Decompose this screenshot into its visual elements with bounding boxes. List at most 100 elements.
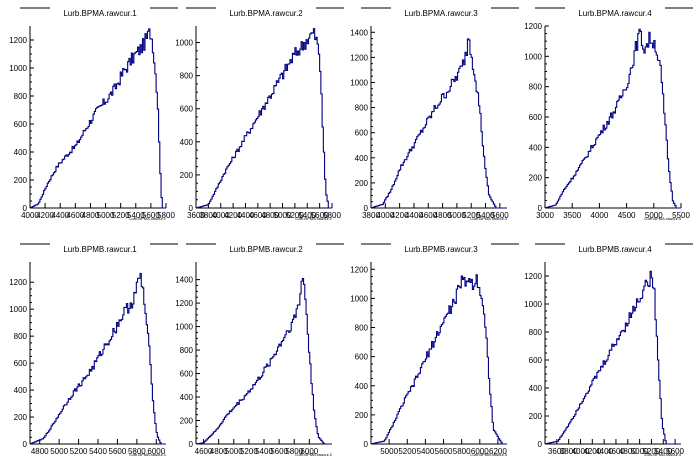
y-tick-label: 400 (355, 382, 369, 391)
panel-title: Lurb.BPMB.rawcur.2 (229, 245, 303, 254)
x-tick-label: 4200 (583, 447, 601, 456)
panel-title: Lurb.BPMA.rawcur.1 (63, 9, 137, 18)
y-tick-label: 1200 (9, 278, 27, 287)
y-tick-label: 400 (14, 148, 28, 157)
y-tick-label: 200 (180, 417, 194, 426)
panel-title: Lurb.BPMA.rawcur.4 (578, 9, 652, 18)
x-tick-label: 5400 (127, 211, 145, 220)
y-tick-label: 400 (355, 154, 369, 163)
histogram-series (29, 272, 166, 445)
x-axis-label: Lurb.BPMB.rawcur.3 (470, 452, 507, 457)
x-tick-label: 4600 (607, 447, 625, 456)
x-tick-label: 5800 (453, 447, 471, 456)
x-tick-label: 4800 (82, 211, 100, 220)
x-tick-label: 5800 (128, 447, 146, 456)
x-tick-label: 5000 (225, 447, 243, 456)
x-tick-label: 5600 (142, 211, 160, 220)
y-tick-label: 1400 (175, 276, 193, 285)
y-tick-label: 1000 (175, 323, 193, 332)
panel-title: Lurb.BPMA.rawcur.2 (229, 9, 303, 18)
y-tick-label: 1000 (350, 78, 368, 87)
y-tick-label: 800 (180, 72, 194, 81)
x-tick-label: 4200 (36, 211, 54, 220)
histogram-series (370, 274, 507, 445)
x-tick-label: 3600 (548, 447, 566, 456)
x-axis-label: Lurb.BPMA.rawcur.1 (129, 216, 166, 221)
x-tick-label: 3800 (560, 447, 578, 456)
y-tick-label: 1200 (9, 36, 27, 45)
y-tick-label: 800 (180, 346, 194, 355)
x-tick-label: 3600 (187, 211, 205, 220)
panel-title: Lurb.BPMB.rawcur.3 (404, 245, 478, 254)
y-tick-label: 1000 (9, 305, 27, 314)
x-tick-label: 4500 (618, 211, 636, 220)
x-tick-label: 5400 (89, 447, 107, 456)
x-tick-label: 5200 (70, 447, 88, 456)
x-tick-label: 6000 (300, 447, 318, 456)
y-tick-label: 800 (355, 104, 369, 113)
x-tick-label: 4600 (195, 447, 213, 456)
y-tick-label: 200 (14, 413, 28, 422)
y-tick-label: 400 (529, 384, 543, 393)
y-tick-label: 200 (14, 176, 28, 185)
y-tick-label: 800 (529, 328, 543, 337)
x-tick-label: 5800 (323, 211, 341, 220)
y-tick-label: 400 (14, 386, 28, 395)
histogram-panel: Lurb.BPMA.rawcur.3 0 200 400 600 800 1000 1200 1… (350, 7, 519, 221)
x-tick-label: 5200 (112, 211, 130, 220)
y-tick-label: 200 (355, 411, 369, 420)
y-tick-label: 0 (364, 440, 369, 449)
y-tick-label: 0 (538, 204, 543, 213)
y-tick-label: 800 (529, 83, 543, 92)
panel-title: Lurb.BPMA.rawcur.3 (404, 9, 478, 18)
x-tick-label: 5600 (435, 447, 453, 456)
histogram-series (195, 28, 332, 209)
x-tick-label: 5400 (298, 211, 316, 220)
x-tick-label: 4400 (595, 447, 613, 456)
x-axis-label: Lurb.BPMA.rawcur.2 (295, 216, 332, 221)
x-tick-label: 4200 (391, 211, 409, 220)
x-tick-label: 3800 (199, 211, 217, 220)
x-tick-label: 4800 (434, 211, 452, 220)
x-tick-label: 4800 (210, 447, 228, 456)
x-tick-label: 5400 (255, 447, 273, 456)
y-tick-label: 200 (180, 171, 194, 180)
x-tick-label: 5600 (270, 447, 288, 456)
x-axis-label: Lurb.BPMB.rawcur.2 (295, 452, 332, 457)
y-tick-label: 1000 (524, 300, 542, 309)
y-tick-label: 0 (23, 440, 28, 449)
y-tick-label: 400 (180, 393, 194, 402)
y-tick-label: 800 (14, 332, 28, 341)
title-box (565, 8, 665, 22)
y-tick-label: 400 (529, 143, 543, 152)
x-tick-label: 5000 (97, 211, 115, 220)
y-tick-label: 1200 (350, 265, 368, 274)
x-tick-label: 6200 (489, 447, 507, 456)
x-tick-label: 4200 (224, 211, 242, 220)
x-tick-label: 5000 (50, 447, 68, 456)
y-tick-label: 800 (355, 324, 369, 333)
x-tick-label: 4400 (237, 211, 255, 220)
x-tick-label: 5600 (491, 211, 509, 220)
y-tick-label: 1200 (524, 272, 542, 281)
x-tick-label: 5200 (643, 447, 661, 456)
x-tick-label: 4400 (405, 211, 423, 220)
x-tick-label: 5400 (654, 447, 672, 456)
x-axis-label: Lurb.BPMB.rawcur.4 (644, 452, 681, 457)
histogram-series (29, 28, 166, 209)
x-tick-label: 4000 (21, 211, 39, 220)
x-tick-label: 5000 (645, 211, 663, 220)
x-tick-label: 4000 (212, 211, 230, 220)
histogram-series (195, 278, 332, 445)
y-tick-label: 1000 (9, 64, 27, 73)
y-tick-label: 1200 (175, 299, 193, 308)
histogram-panel: Lurb.BPMA.rawcur.4 0 200 400 600 800 1000 1200 3… (524, 7, 693, 221)
y-tick-label: 200 (529, 412, 543, 421)
y-tick-label: 1400 (350, 28, 368, 37)
x-tick-label: 4800 (261, 211, 279, 220)
x-tick-label: 5000 (631, 447, 649, 456)
x-tick-label: 4000 (572, 447, 590, 456)
y-tick-label: 600 (355, 129, 369, 138)
panel-title: Lurb.BPMB.rawcur.1 (63, 245, 137, 254)
x-tick-label: 5600 (109, 447, 127, 456)
